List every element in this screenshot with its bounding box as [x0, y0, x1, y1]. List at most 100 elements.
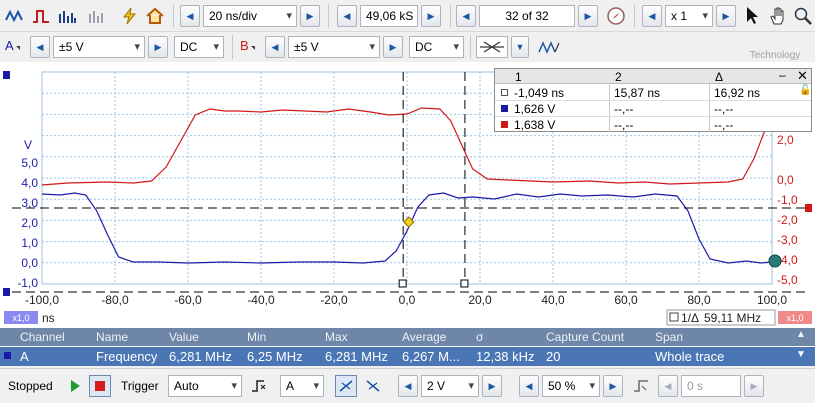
chB-range-next-button[interactable]: ▶ [383, 36, 403, 58]
scope-svg[interactable]: V 5,0 4,0 3,0 2,0 1,0 0,0 -1,0 2,0 0,0 -1,0 -2,0 -3,… [0, 62, 815, 328]
ruler-time-1: -1,049 ns [514, 86, 565, 100]
home-icon[interactable] [143, 4, 167, 28]
ruler-a-delta: --,-- [714, 102, 734, 116]
zoom-select[interactable]: x 1 [665, 5, 713, 27]
channel-a-options-icon[interactable] [16, 46, 20, 50]
x-tick-label: -20,0 [320, 293, 348, 307]
trigger-mode-select[interactable]: Auto [168, 375, 242, 397]
delay-next-button[interactable]: ▶ [744, 375, 764, 397]
trigger-icon[interactable] [29, 4, 53, 28]
pretrigger-prev-button[interactable]: ◀ [519, 375, 539, 397]
col-capture-count[interactable]: Capture Count [546, 330, 625, 344]
timebase-next-button[interactable]: ▶ [300, 5, 320, 27]
zoom-prev-button[interactable]: ◀ [642, 5, 662, 27]
freq-value: 59,11 MHz [704, 311, 761, 325]
left-tick-label: 4,0 [21, 176, 38, 190]
rising-edge-icon[interactable] [335, 375, 357, 397]
chB-coupling-value: DC [415, 40, 433, 54]
trigger-settings-icon[interactable] [248, 375, 270, 397]
left-axis-unit: V [24, 138, 32, 152]
logo-text: Technology [749, 50, 801, 61]
signal-generator-dropdown-button[interactable]: ▼ [511, 36, 529, 58]
col-span[interactable]: Span [655, 330, 684, 344]
chA-range-select[interactable]: ±5 V [53, 36, 145, 58]
zoom-next-button[interactable]: ▶ [716, 5, 736, 27]
ruler-time-2: 15,87 ns [614, 86, 661, 100]
timebase-select[interactable]: 20 ns/div [203, 5, 297, 27]
hand-tool-icon[interactable] [766, 4, 790, 28]
timebase-prev-button[interactable]: ◀ [180, 5, 200, 27]
status-bar: Stopped Trigger Auto A ◀ 2 V ▶ ◀ 50 % ▶ … [0, 368, 815, 403]
capture-next-button[interactable]: ▶ [578, 5, 598, 27]
col-min[interactable]: Min [247, 330, 267, 344]
col-sigma[interactable]: σ [476, 330, 484, 344]
chB-coupling-select[interactable]: DC [409, 36, 464, 58]
channels-icon[interactable] [3, 4, 27, 28]
samples-prev-button[interactable]: ◀ [337, 5, 357, 27]
scroll-down-icon[interactable]: ▼ [796, 349, 806, 360]
chA-range-prev-button[interactable]: ◀ [30, 36, 50, 58]
zoom-tool-icon[interactable] [791, 4, 815, 28]
run-button[interactable] [66, 376, 84, 396]
falling-edge-icon[interactable] [362, 375, 384, 397]
cell-value: 6,281 MHz [169, 349, 232, 364]
zoom-value: x 1 [671, 9, 688, 23]
capture-prev-button[interactable]: ◀ [456, 5, 476, 27]
x-tick-label: -40,0 [247, 293, 275, 307]
ruler-b-1: 1,638 V [514, 118, 556, 132]
pretrigger-select[interactable]: 50 % [542, 375, 600, 397]
trigger-level-select[interactable]: 2 V [421, 375, 479, 397]
chA-range-value: ±5 V [59, 40, 84, 54]
col-max[interactable]: Max [325, 330, 348, 344]
pointer-tool-icon[interactable] [740, 4, 764, 28]
measurements-header: Channel Name Value Min Max Average σ Cap… [0, 328, 815, 346]
trigger-source-select[interactable]: A [280, 375, 324, 397]
stop-button[interactable] [89, 375, 111, 397]
timebase-value: 20 ns/div [209, 9, 258, 23]
samples-field[interactable]: 49,06 kS [360, 5, 418, 27]
chA-ruler-handle-top [3, 71, 10, 79]
freq-readout-box [666, 309, 776, 326]
time-ruler-swatch [501, 89, 508, 96]
chA-coupling-value: DC [180, 40, 198, 54]
chB-range-select[interactable]: ±5 V [288, 36, 380, 58]
chB-range-prev-button[interactable]: ◀ [265, 36, 285, 58]
scroll-up-icon[interactable]: ▲ [796, 329, 806, 340]
table-row[interactable]: A Frequency 6,281 MHz 6,25 MHz 6,281 MHz… [0, 347, 815, 366]
x-tick-label: 20,0 [468, 293, 492, 307]
delay-field[interactable]: 0 s [681, 375, 741, 397]
close-icon[interactable]: ✕ [797, 68, 808, 83]
compass-icon[interactable] [604, 4, 628, 28]
x-tick-label: 60,0 [614, 293, 638, 307]
delay-prev-button[interactable]: ◀ [658, 375, 678, 397]
trigger-label: Trigger [121, 379, 159, 393]
samples-next-button[interactable]: ▶ [421, 5, 441, 27]
capture-field[interactable]: 32 of 32 [479, 5, 575, 27]
channel-b-options-icon[interactable] [251, 46, 255, 50]
right-tick-label: 2,0 [777, 133, 794, 147]
signal-generator-icon[interactable] [476, 36, 508, 58]
cell-name: Frequency [96, 349, 158, 364]
trigger-level-prev-button[interactable]: ◀ [398, 375, 418, 397]
measurements-table: Channel Name Value Min Max Average σ Cap… [0, 328, 815, 366]
col-name[interactable]: Name [96, 330, 129, 344]
trigger-level-next-button[interactable]: ▶ [482, 375, 502, 397]
ruler-a-1: 1,626 V [514, 102, 556, 116]
cell-average: 6,267 M... [402, 349, 460, 364]
chA-range-next-button[interactable]: ▶ [148, 36, 168, 58]
math-channels-icon[interactable] [536, 36, 562, 58]
minimize-icon[interactable]: – [779, 68, 786, 82]
persistence-icon[interactable] [85, 4, 109, 28]
col-average[interactable]: Average [402, 330, 447, 344]
spectrum-icon[interactable] [55, 4, 79, 28]
pretrigger-next-button[interactable]: ▶ [603, 375, 623, 397]
col-channel[interactable]: Channel [20, 330, 65, 344]
left-tick-label: 0,0 [21, 256, 38, 270]
ruler-overlay-body: -1,049 ns 15,87 ns 16,92 ns 🔓 1,626 V --… [495, 84, 811, 132]
trigger-marker-icon [403, 216, 415, 228]
col-value[interactable]: Value [169, 330, 199, 344]
lock-icon[interactable]: 🔓 [799, 85, 812, 96]
measure-icon[interactable] [118, 4, 142, 28]
chA-coupling-select[interactable]: DC [174, 36, 224, 58]
post-trigger-delay-icon[interactable] [630, 375, 652, 397]
